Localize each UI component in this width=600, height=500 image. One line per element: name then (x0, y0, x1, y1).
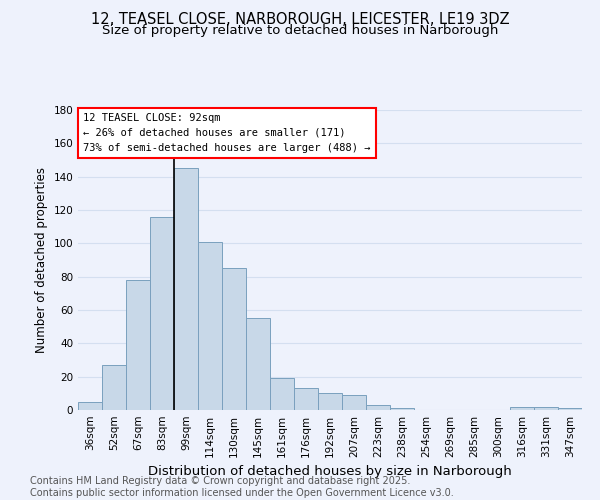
Bar (222, 268, 246, 410)
Bar (294, 388, 318, 410)
Text: Contains HM Land Registry data © Crown copyright and database right 2025.
Contai: Contains HM Land Registry data © Crown c… (30, 476, 454, 498)
Bar (78, 402, 102, 410)
Bar (366, 405, 390, 410)
Bar (342, 395, 366, 410)
Bar (558, 408, 582, 410)
Y-axis label: Number of detached properties: Number of detached properties (35, 167, 48, 353)
X-axis label: Distribution of detached houses by size in Narborough: Distribution of detached houses by size … (148, 466, 512, 478)
Bar (126, 280, 150, 410)
Bar (174, 168, 198, 410)
Bar (390, 408, 414, 410)
Bar (534, 406, 558, 410)
Bar (198, 242, 222, 410)
Text: 12 TEASEL CLOSE: 92sqm
← 26% of detached houses are smaller (171)
73% of semi-de: 12 TEASEL CLOSE: 92sqm ← 26% of detached… (83, 113, 371, 152)
Bar (270, 378, 294, 410)
Text: 12, TEASEL CLOSE, NARBOROUGH, LEICESTER, LE19 3DZ: 12, TEASEL CLOSE, NARBOROUGH, LEICESTER,… (91, 12, 509, 28)
Bar (246, 318, 270, 410)
Bar (510, 406, 534, 410)
Bar (150, 216, 174, 410)
Bar (318, 394, 342, 410)
Text: Size of property relative to detached houses in Narborough: Size of property relative to detached ho… (102, 24, 498, 37)
Bar (102, 365, 126, 410)
